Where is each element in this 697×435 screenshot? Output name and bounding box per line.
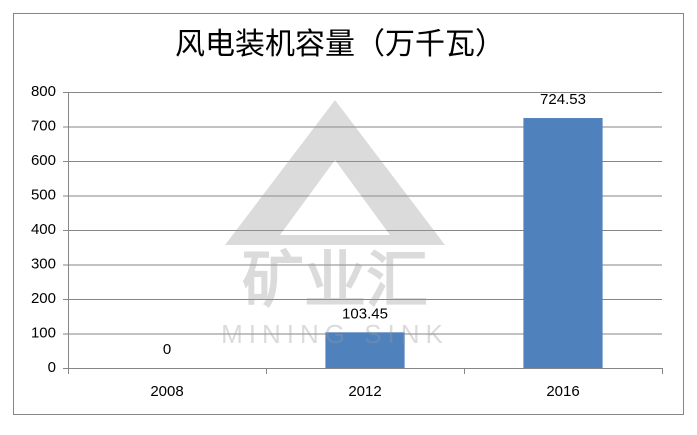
y-tick-label: 400 bbox=[31, 221, 56, 238]
x-tick-label: 2012 bbox=[348, 383, 381, 400]
bar bbox=[523, 118, 603, 369]
watermark: 矿业汇 MINING SINK bbox=[221, 100, 449, 349]
y-tick-label: 700 bbox=[31, 117, 56, 134]
watermark-logo bbox=[225, 100, 445, 245]
y-tick-label: 200 bbox=[31, 290, 56, 307]
watermark-logo bbox=[280, 160, 390, 235]
y-tick-label: 600 bbox=[31, 152, 56, 169]
watermark-text: 矿业汇 bbox=[242, 246, 428, 315]
data-label: 724.53 bbox=[540, 91, 586, 108]
y-tick-label: 0 bbox=[48, 359, 56, 376]
data-label: 103.45 bbox=[342, 305, 388, 322]
y-tick-label: 800 bbox=[31, 83, 56, 100]
y-tick-label: 500 bbox=[31, 186, 56, 203]
bar bbox=[325, 332, 405, 368]
x-tick-label: 2008 bbox=[150, 383, 183, 400]
y-tick-label: 100 bbox=[31, 324, 56, 341]
x-tick-label: 2016 bbox=[546, 383, 579, 400]
chart-title: 风电装机容量（万千瓦） bbox=[175, 28, 505, 61]
watermark-text: MINING SINK bbox=[221, 319, 449, 349]
y-tick-label: 300 bbox=[31, 255, 56, 272]
data-label: 0 bbox=[163, 341, 171, 358]
